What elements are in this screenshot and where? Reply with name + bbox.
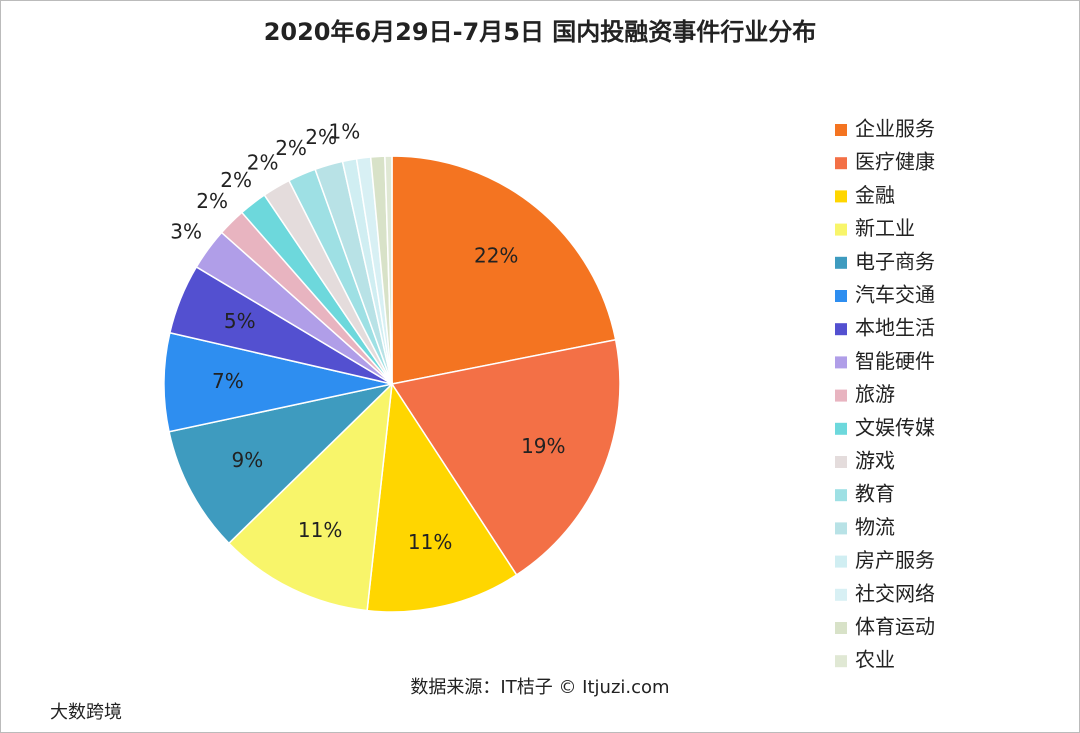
- legend-swatch: [835, 555, 847, 568]
- data-label: 9%: [231, 448, 263, 472]
- legend-label: 游戏: [855, 449, 895, 473]
- legend-label: 电子商务: [855, 249, 935, 273]
- data-label: 19%: [521, 434, 565, 458]
- legend-swatch: [835, 124, 847, 136]
- chart-title: 2020年6月29日-7月5日 国内投融资事件行业分布: [264, 18, 817, 46]
- legend-label: 农业: [855, 648, 895, 672]
- legend-swatch: [835, 456, 847, 468]
- legend-label: 文娱传媒: [855, 415, 935, 439]
- legend-swatch: [835, 422, 847, 435]
- legend-label: 智能硬件: [855, 349, 935, 373]
- pie-slice: [366, 381, 518, 613]
- pie-slice: [227, 381, 393, 612]
- data-label: 22%: [474, 244, 518, 268]
- legend-swatch: [835, 256, 847, 269]
- legend-label: 物流: [855, 515, 895, 539]
- legend-label: 汽车交通: [855, 283, 935, 307]
- source: 数据来源：IT桔子 © Itjuzi.com: [410, 677, 669, 698]
- legend-swatch: [835, 323, 847, 336]
- pie-slice: [168, 382, 395, 545]
- data-label: 3%: [170, 219, 202, 243]
- data-label: 5%: [224, 309, 256, 333]
- pie-slice: [391, 155, 617, 385]
- legend-label: 社交网络: [855, 581, 935, 605]
- data-label: 11%: [298, 518, 342, 542]
- data-label: 2%: [196, 189, 228, 213]
- legend-swatch: [835, 157, 847, 170]
- data-label: 1%: [329, 120, 361, 144]
- legend-label: 房产服务: [855, 548, 935, 572]
- legend-swatch: [835, 655, 847, 668]
- data-label: 7%: [212, 369, 244, 393]
- legend-swatch: [835, 489, 847, 502]
- data-label: 2%: [305, 125, 337, 149]
- data-label: 2%: [275, 136, 307, 160]
- legend-swatch: [835, 290, 847, 302]
- legend-label: 教育: [855, 482, 895, 506]
- data-label: 11%: [408, 530, 452, 554]
- legend-swatch: [835, 389, 847, 402]
- legend-label: 体育运动: [855, 615, 935, 639]
- legend-swatch: [835, 522, 847, 535]
- legend-label: 新工业: [855, 216, 915, 240]
- legend-label: 医疗健康: [855, 150, 935, 174]
- legend-swatch: [835, 356, 847, 369]
- legend-swatch: [835, 223, 847, 236]
- legend-label: 旅游: [855, 382, 895, 406]
- legend-label: 企业服务: [855, 117, 935, 141]
- pie-slice: [384, 155, 393, 385]
- legend-swatch: [835, 622, 847, 634]
- legend-swatch: [835, 588, 847, 601]
- legend-swatch: [835, 190, 847, 203]
- legend-label: 金融: [855, 183, 895, 207]
- watermark: 大数跨境: [50, 702, 122, 723]
- pie-slice: [390, 338, 621, 576]
- data-label: 2%: [247, 150, 279, 174]
- legend-label: 本地生活: [855, 316, 935, 340]
- data-label: 2%: [220, 168, 252, 192]
